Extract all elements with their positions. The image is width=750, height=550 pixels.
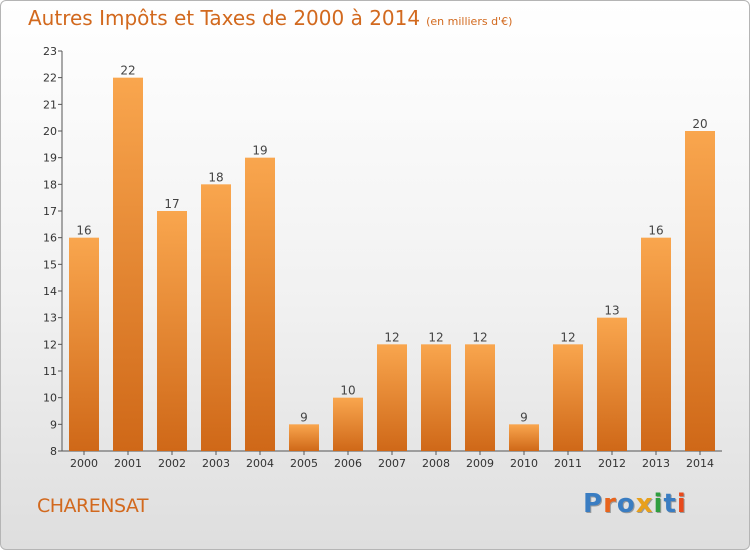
y-tick-label: 22 xyxy=(43,72,57,85)
bar xyxy=(157,211,187,451)
x-tick-label: 2012 xyxy=(598,457,626,470)
bar xyxy=(333,397,363,451)
data-label: 17 xyxy=(164,197,179,211)
data-label: 19 xyxy=(252,144,267,158)
bar xyxy=(421,344,451,451)
data-label: 9 xyxy=(300,410,308,424)
x-tick-label: 2014 xyxy=(686,457,714,470)
x-tick-label: 2004 xyxy=(246,457,274,470)
y-tick-label: 18 xyxy=(43,178,57,191)
logo-letter: i xyxy=(653,489,664,519)
y-tick-label: 10 xyxy=(43,392,57,405)
logo-letter: i xyxy=(676,489,687,519)
bar xyxy=(289,424,319,451)
data-label: 12 xyxy=(384,330,399,344)
y-tick-label: 15 xyxy=(43,258,57,271)
x-tick-label: 2013 xyxy=(642,457,670,470)
y-tick-label: 14 xyxy=(43,285,57,298)
x-tick-label: 2000 xyxy=(70,457,98,470)
bar xyxy=(685,131,715,451)
data-label: 9 xyxy=(520,410,528,424)
logo-letter: x xyxy=(635,489,654,519)
bar xyxy=(245,157,275,451)
x-tick-label: 2007 xyxy=(378,457,406,470)
logo-letter: P xyxy=(583,489,604,519)
y-tick-label: 20 xyxy=(43,125,57,138)
data-label: 12 xyxy=(428,330,443,344)
x-tick-label: 2008 xyxy=(422,457,450,470)
data-label: 10 xyxy=(340,384,355,398)
y-tick-label: 17 xyxy=(43,205,57,218)
bar xyxy=(553,344,583,451)
x-tick-label: 2011 xyxy=(554,457,582,470)
y-tick-label: 23 xyxy=(43,45,57,58)
x-tick-label: 2005 xyxy=(290,457,318,470)
y-tick-label: 13 xyxy=(43,312,57,325)
x-tick-label: 2009 xyxy=(466,457,494,470)
logo-letter: o xyxy=(616,489,636,519)
x-tick-label: 2006 xyxy=(334,457,362,470)
logo-letter: t xyxy=(663,489,677,519)
title-row: Autres Impôts et Taxes de 2000 à 2014 (en… xyxy=(28,6,512,30)
bar xyxy=(465,344,495,451)
y-tick-label: 16 xyxy=(43,232,57,245)
chart-subtitle: (en milliers d'€) xyxy=(426,15,513,28)
y-tick-label: 19 xyxy=(43,152,57,165)
bar xyxy=(69,237,99,451)
bar xyxy=(597,317,627,451)
y-tick-label: 21 xyxy=(43,98,57,111)
y-tick-label: 12 xyxy=(43,338,57,351)
data-label: 12 xyxy=(560,330,575,344)
x-tick-label: 2003 xyxy=(202,457,230,470)
data-label: 20 xyxy=(692,117,707,131)
proxiti-logo[interactable]: Proxiti xyxy=(583,489,687,519)
city-name: CHARENSAT xyxy=(37,495,149,517)
logo-letter: r xyxy=(603,489,617,519)
bar xyxy=(201,184,231,452)
data-label: 12 xyxy=(472,330,487,344)
x-tick-label: 2001 xyxy=(114,457,142,470)
y-tick-label: 11 xyxy=(43,365,57,378)
y-tick-label: 9 xyxy=(50,418,57,431)
data-label: 16 xyxy=(76,224,91,238)
data-label: 13 xyxy=(604,304,619,318)
chart-title: Autres Impôts et Taxes de 2000 à 2014 xyxy=(28,6,421,30)
x-tick-label: 2010 xyxy=(510,457,538,470)
data-label: 22 xyxy=(120,64,135,78)
data-label: 16 xyxy=(648,224,663,238)
y-tick-label: 8 xyxy=(50,445,57,458)
data-label: 18 xyxy=(208,170,223,184)
x-tick-label: 2002 xyxy=(158,457,186,470)
bar xyxy=(113,77,143,452)
bar xyxy=(377,344,407,451)
bar xyxy=(509,424,539,451)
bar xyxy=(641,237,671,451)
